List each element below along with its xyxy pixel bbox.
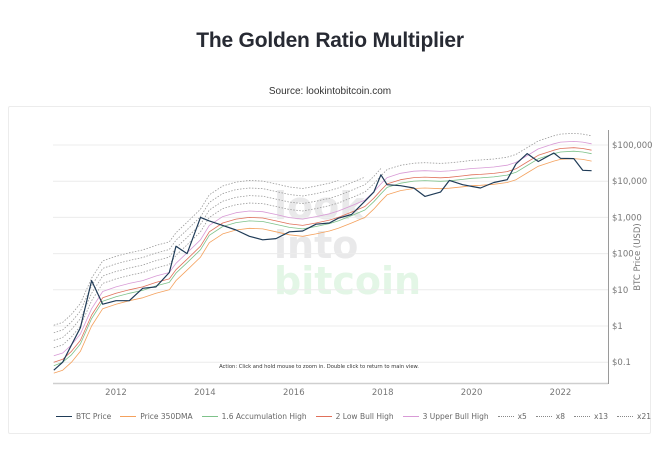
source-caption: Source: lookintobitcoin.com: [268, 86, 392, 97]
legend-swatch-icon: [497, 416, 514, 417]
legend-item-btc-price[interactable]: BTC Price: [56, 412, 111, 421]
y-tick-label: $100,000: [612, 141, 653, 151]
x-axis-ticks: 2012 2014 2016 2018 2020 2022: [105, 388, 571, 398]
legend-swatch-icon: [120, 416, 137, 417]
legend-item-price-350dma[interactable]: Price 350DMA: [120, 412, 193, 421]
watermark: look into bitcoin: [274, 184, 421, 303]
series-x21[interactable]: [53, 180, 339, 326]
chart-container: [8, 106, 651, 434]
legend-label: x13: [594, 412, 608, 421]
legend-item-x13[interactable]: x13: [574, 412, 608, 421]
series-2-low-bull-high[interactable]: [53, 147, 592, 363]
legend-label: x21: [637, 412, 651, 421]
legend-item-1-6-accumulation-high[interactable]: 1.6 Accumulation High: [201, 412, 307, 421]
watermark-bitcoin: bitcoin: [274, 259, 421, 303]
x-tick-label: 2016: [283, 388, 305, 398]
y-tick-label: $10: [612, 286, 628, 296]
y-tick-label: $100: [612, 250, 634, 260]
x-tick-label: 2012: [105, 388, 127, 398]
x-tick-label: 2014: [194, 388, 216, 398]
legend-item-x5[interactable]: x5: [497, 412, 527, 421]
page-title: The Golden Ratio Multiplier: [196, 29, 464, 52]
legend-swatch-icon: [402, 416, 419, 417]
x-tick-label: 2020: [461, 388, 483, 398]
legend-swatch-icon: [201, 416, 218, 417]
y-tick-label: $0.1: [612, 358, 631, 368]
legend-swatch-icon: [617, 416, 633, 417]
series-3-upper-bull-high[interactable]: [53, 141, 592, 357]
legend-label: x8: [555, 412, 566, 421]
legend-item-2-low-bull-high[interactable]: 2 Low Bull High: [315, 412, 394, 421]
watermark-into: into: [274, 223, 358, 267]
series-btc-price[interactable]: [53, 152, 592, 371]
series-x13[interactable]: [53, 176, 366, 334]
y-tick-label: $1,000: [612, 213, 642, 223]
series-x5[interactable]: [53, 132, 592, 349]
legend-swatch-icon: [574, 416, 591, 417]
legend-label: BTC Price: [76, 412, 112, 421]
legend-label: x5: [517, 412, 527, 421]
legend-item-x21[interactable]: x21: [617, 412, 651, 421]
legend-item-3-upper-bull-high[interactable]: 3 Upper Bull High: [402, 412, 489, 421]
grid-lines: [53, 144, 608, 363]
y-axis-label: BTC Price (USD): [633, 223, 643, 290]
series-x8[interactable]: [53, 168, 382, 341]
zoom-hint: Action: Click and hold mouse to zoom in.…: [219, 364, 419, 370]
x-tick-label: 2018: [372, 388, 394, 398]
x-tick-label: 2022: [550, 388, 572, 398]
series-price-350dma[interactable]: [53, 158, 592, 374]
plot-series[interactable]: [53, 132, 592, 374]
legend-item-x8[interactable]: x8: [535, 412, 566, 421]
legend-label: 2 Low Bull High: [335, 412, 394, 421]
legend-swatch-icon: [56, 416, 72, 417]
legend-swatch-icon: [535, 416, 552, 417]
y-tick-label: $1: [612, 322, 623, 332]
chart-legend: BTC Price Price 350DMA 1.6 Accumulation Hi…: [56, 412, 651, 421]
legend-label: Price 350DMA: [140, 412, 193, 421]
y-tick-label: $10,000: [612, 177, 647, 187]
y-axis-ticks: $100,000 $10,000 $1,000 $100 $10 $1 $0.1: [612, 141, 653, 368]
legend-label: 3 Upper Bull High: [422, 412, 489, 421]
legend-label: 1.6 Accumulation High: [221, 412, 307, 421]
legend-swatch-icon: [315, 416, 332, 417]
